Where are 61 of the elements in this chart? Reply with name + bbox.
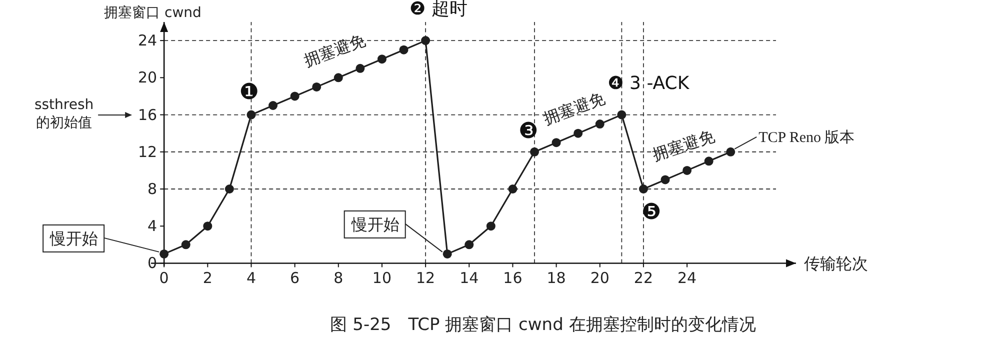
- point: [377, 54, 386, 64]
- point: [356, 64, 365, 73]
- annotation: ❹ 3 -ACK: [608, 72, 690, 94]
- point: [617, 110, 626, 120]
- text: ssthresh 的初始值: [34, 97, 94, 131]
- y-tick-label: 16: [138, 106, 158, 124]
- x-tick-label: 16: [503, 269, 522, 288]
- caption: 图 5-25 TCP 拥塞窗口 cwnd 在拥塞控制时的变化情况: [330, 315, 756, 335]
- x-tick-label: 12: [416, 269, 436, 288]
- x-tick-label: 6: [290, 269, 300, 288]
- point: [726, 147, 736, 156]
- annotation: 慢开始: [350, 214, 400, 234]
- x-tick-label: 10: [372, 269, 392, 288]
- point: [224, 184, 234, 194]
- y-tick-label: 4: [148, 217, 158, 236]
- x-tick-label: 20: [590, 269, 610, 288]
- point: [334, 73, 343, 82]
- point: [399, 45, 408, 54]
- point: [246, 110, 256, 120]
- x-tick-label: 18: [546, 269, 566, 288]
- annotation: ❸: [518, 118, 538, 144]
- x-tick-label: 24: [678, 269, 697, 288]
- point: [574, 128, 583, 138]
- x-axis-title: 传输轮次: [804, 254, 868, 274]
- point: [290, 92, 300, 101]
- point: [203, 222, 212, 231]
- annotation: 拥塞避免: [650, 126, 717, 164]
- x-tick-label: 4: [246, 269, 256, 288]
- y-tick-label: 20: [138, 68, 158, 87]
- y-axis-title: 拥塞窗口 cwnd: [104, 5, 202, 21]
- y-tick-label: 24: [138, 32, 158, 50]
- annotation: ❷ 超时: [410, 0, 468, 20]
- y-tick-label: 8: [148, 180, 158, 198]
- x-tick-label: 2: [202, 269, 212, 288]
- annotation: ❶: [239, 80, 259, 105]
- point: [268, 101, 278, 110]
- annotation: TCP Reno 版本: [758, 128, 855, 146]
- x-tick-label: 8: [334, 269, 344, 288]
- point: [682, 166, 692, 175]
- point: [160, 249, 169, 258]
- x-tick-label: 0: [159, 269, 169, 288]
- annotation: ❺: [641, 200, 662, 225]
- point: [704, 156, 714, 166]
- y-tick-label: 12: [138, 142, 158, 161]
- point: [421, 36, 430, 46]
- point: [442, 249, 452, 258]
- annotation: 拥塞避免: [540, 88, 608, 128]
- point: [638, 184, 648, 194]
- point: [464, 240, 474, 250]
- point: [595, 120, 604, 129]
- x-tick-label: 22: [634, 269, 654, 288]
- point: [508, 184, 518, 194]
- x-tick-label: 14: [460, 269, 479, 288]
- annotation: 慢开始: [49, 228, 98, 248]
- point: [486, 222, 496, 231]
- point: [552, 138, 561, 148]
- point: [530, 147, 540, 156]
- point: [312, 82, 322, 92]
- point: [181, 240, 190, 250]
- point: [660, 175, 670, 184]
- annotation: 拥塞避免: [301, 30, 368, 70]
